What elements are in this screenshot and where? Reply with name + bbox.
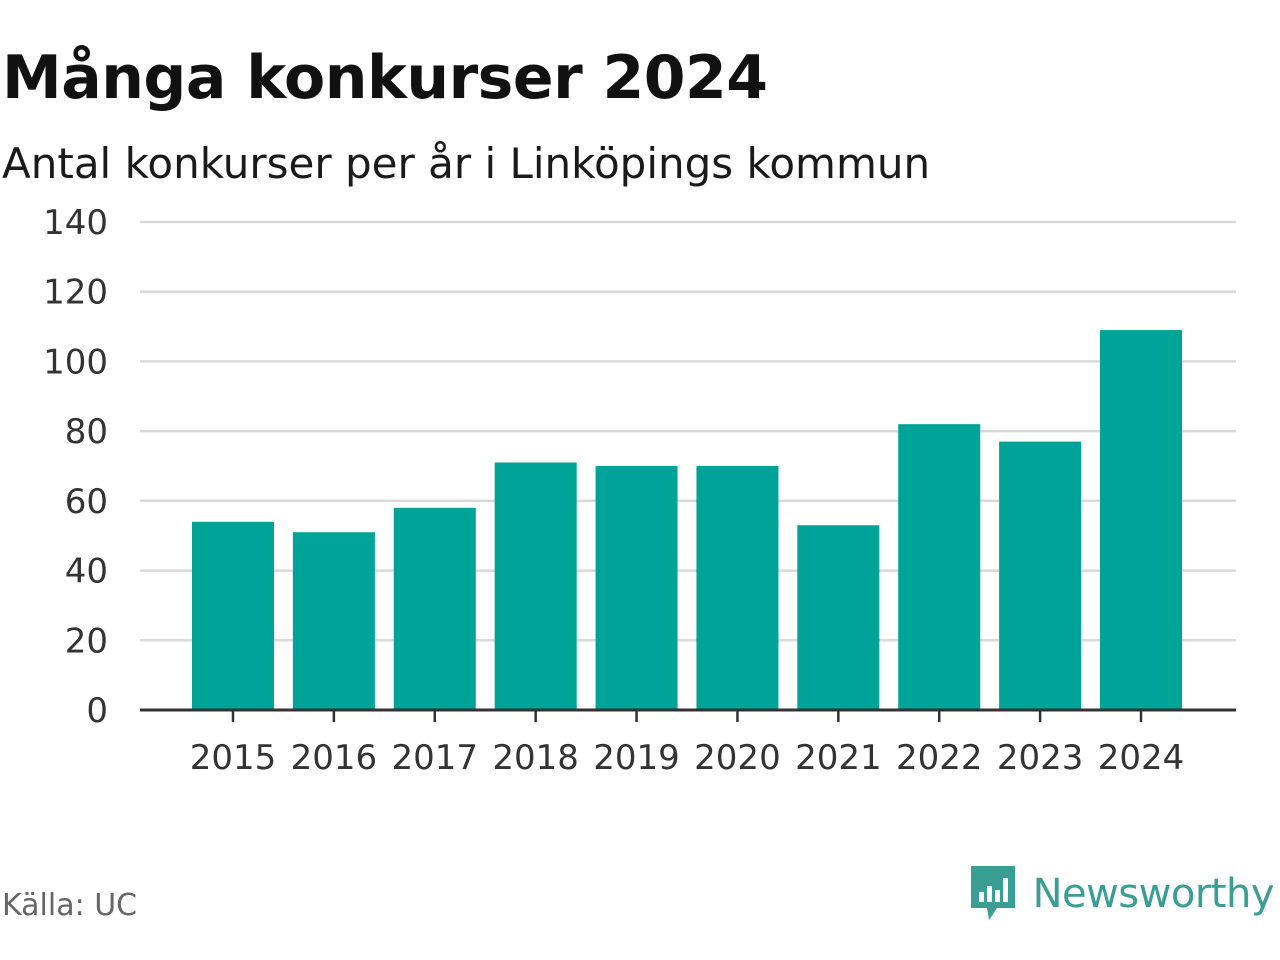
y-tick-label: 0 <box>86 691 108 731</box>
bar-2019 <box>595 466 678 710</box>
y-tick-label: 100 <box>43 342 108 382</box>
x-axis <box>140 708 1236 722</box>
y-tick-label: 20 <box>65 621 108 661</box>
bar-2015 <box>192 521 274 710</box>
bar-2020 <box>696 466 779 710</box>
y-tick-label: 120 <box>43 273 108 313</box>
x-tick-label: 2023 <box>997 738 1084 778</box>
y-tick-label: 140 <box>43 203 108 243</box>
bar-2017 <box>393 507 476 710</box>
x-tick-label: 2018 <box>492 738 579 778</box>
bars <box>192 330 1182 710</box>
brand-logo[interactable]: Newsworthy <box>967 862 1275 926</box>
chart-subtitle: Antal konkurser per år i Linköpings komm… <box>2 139 931 188</box>
x-tick-label: 2015 <box>190 738 277 778</box>
brand-name: Newsworthy <box>1032 871 1275 917</box>
source-note: Källa: UC <box>2 888 138 923</box>
y-tick-label: 80 <box>65 412 108 452</box>
y-axis-tick-labels: 0 20 40 60 80 100 120 140 <box>43 203 108 731</box>
bar-2024 <box>1100 330 1182 710</box>
newsworthy-logo-icon <box>970 866 1015 920</box>
bar-2021 <box>797 525 880 710</box>
x-tick-label: 2019 <box>593 738 680 778</box>
x-axis-tick-labels: 2015 2016 2017 2018 2019 2020 2021 2022 2023 2024 <box>190 738 1185 778</box>
bar-2023 <box>999 441 1082 710</box>
x-tick-label: 2022 <box>896 738 983 778</box>
x-tick-label: 2016 <box>291 738 378 778</box>
x-tick-label: 2021 <box>795 738 882 778</box>
bar-2018 <box>494 462 577 710</box>
chart-title: Många konkurser 2024 <box>2 43 768 113</box>
x-tick-label: 2020 <box>694 738 781 778</box>
bar-2016 <box>292 532 375 710</box>
x-tick-label: 2017 <box>392 738 479 778</box>
y-tick-label: 60 <box>65 482 108 522</box>
x-tick-label: 2024 <box>1098 738 1185 778</box>
y-tick-label: 40 <box>65 552 108 592</box>
bar-2022 <box>898 424 981 710</box>
